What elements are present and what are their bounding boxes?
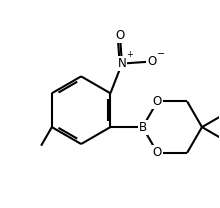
Text: O: O	[115, 29, 125, 42]
Text: +: +	[126, 50, 133, 59]
Text: O: O	[153, 95, 162, 108]
Text: B: B	[139, 121, 147, 134]
Text: O: O	[147, 55, 156, 68]
Text: −: −	[157, 49, 165, 59]
Text: N: N	[118, 57, 126, 70]
Text: O: O	[153, 146, 162, 159]
